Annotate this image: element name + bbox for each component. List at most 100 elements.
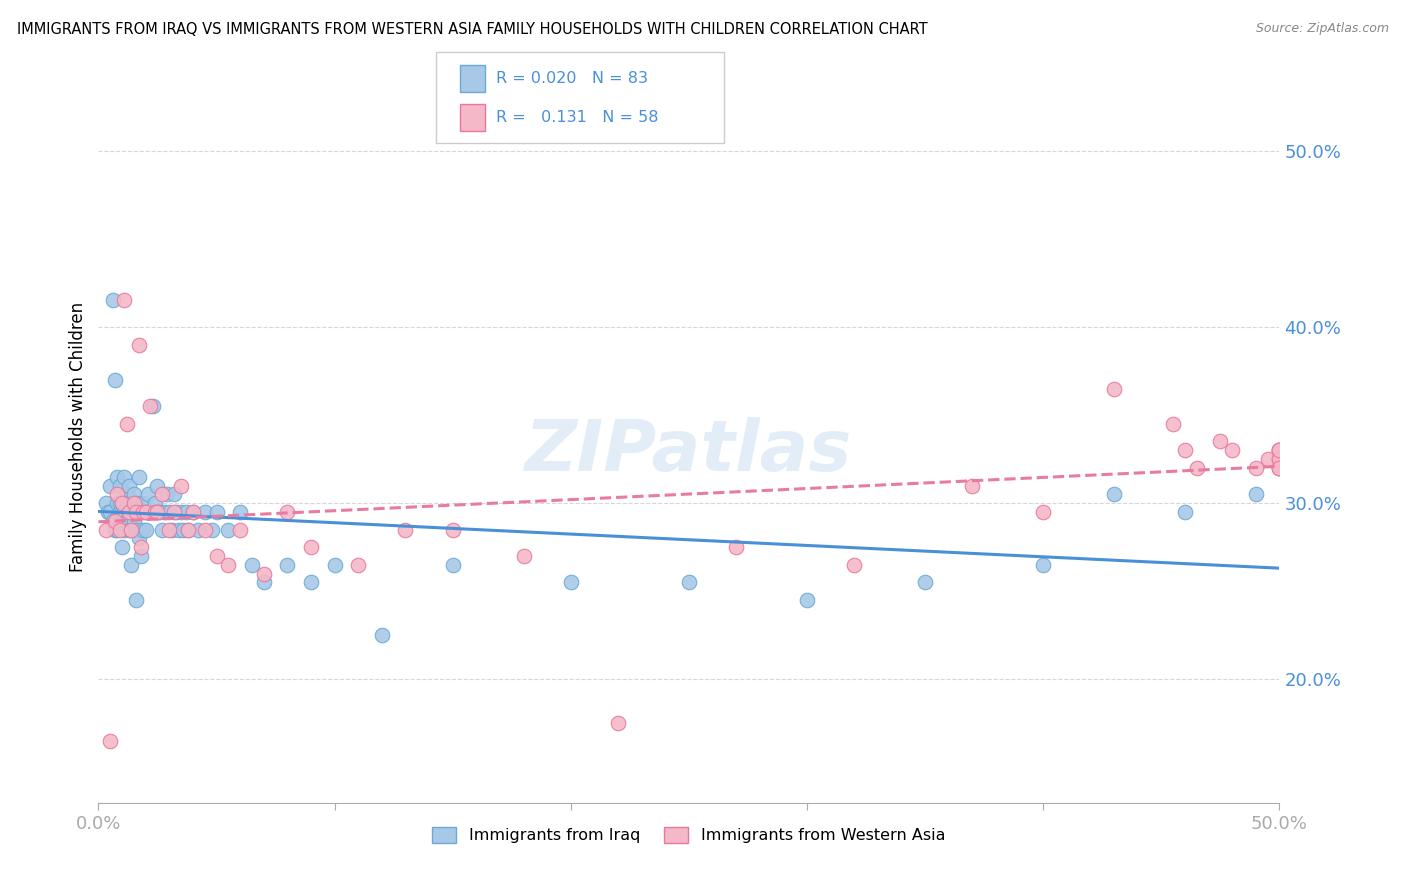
Point xyxy=(105,496,128,510)
Point xyxy=(163,505,186,519)
Point xyxy=(111,540,134,554)
Point xyxy=(1268,443,1291,458)
Point xyxy=(118,523,141,537)
Point xyxy=(150,523,173,537)
Point xyxy=(796,593,818,607)
Point xyxy=(1257,452,1279,467)
Point xyxy=(201,523,224,537)
Point xyxy=(105,523,128,537)
Point xyxy=(167,523,190,537)
Point xyxy=(229,505,252,519)
Point xyxy=(157,505,180,519)
Point xyxy=(1174,505,1197,519)
Point xyxy=(112,505,135,519)
Point xyxy=(181,505,204,519)
Point xyxy=(121,523,143,537)
Point xyxy=(1220,443,1243,458)
Point xyxy=(118,505,141,519)
Point xyxy=(194,523,217,537)
Point xyxy=(98,478,121,492)
Point xyxy=(170,505,193,519)
Point xyxy=(125,496,148,510)
Point xyxy=(136,487,159,501)
Point xyxy=(135,505,157,519)
Point xyxy=(128,532,150,546)
Point xyxy=(371,628,394,642)
Point xyxy=(129,505,152,519)
Point xyxy=(1268,443,1291,458)
Text: Source: ZipAtlas.com: Source: ZipAtlas.com xyxy=(1256,22,1389,36)
Point xyxy=(165,505,187,519)
Point xyxy=(122,514,145,528)
Point xyxy=(146,505,169,519)
Point xyxy=(156,487,179,501)
Point xyxy=(111,496,134,510)
Point xyxy=(1032,505,1054,519)
Point xyxy=(125,593,148,607)
Point xyxy=(146,478,169,492)
Point xyxy=(121,558,143,572)
Point xyxy=(98,734,121,748)
Text: ZIPatlas: ZIPatlas xyxy=(526,417,852,486)
Text: R =   0.131   N = 58: R = 0.131 N = 58 xyxy=(496,111,659,125)
Point xyxy=(217,558,239,572)
Point xyxy=(104,523,127,537)
Point xyxy=(108,496,131,510)
Point xyxy=(94,523,117,537)
Point xyxy=(101,293,124,308)
Point xyxy=(125,523,148,537)
Point xyxy=(115,487,138,501)
Point xyxy=(98,505,121,519)
Point xyxy=(111,496,134,510)
Point xyxy=(115,417,138,431)
Point xyxy=(108,478,131,492)
Point xyxy=(512,549,534,563)
Point xyxy=(163,487,186,501)
Point xyxy=(1185,461,1208,475)
Point xyxy=(1268,443,1291,458)
Point xyxy=(108,523,131,537)
Point xyxy=(122,505,145,519)
Point xyxy=(129,540,152,554)
Point xyxy=(142,399,165,413)
Point xyxy=(1161,417,1184,431)
Point xyxy=(132,505,155,519)
Point xyxy=(111,505,134,519)
Y-axis label: Family Households with Children: Family Households with Children xyxy=(69,302,87,572)
Point xyxy=(135,523,157,537)
Point xyxy=(157,523,180,537)
Point xyxy=(174,505,197,519)
Point xyxy=(1268,461,1291,475)
Point xyxy=(1102,487,1125,501)
Point xyxy=(253,575,276,590)
Point xyxy=(143,505,166,519)
Point xyxy=(347,558,370,572)
Point xyxy=(276,505,298,519)
Point xyxy=(678,575,700,590)
Point xyxy=(1268,461,1291,475)
Point xyxy=(150,487,173,501)
Point xyxy=(205,549,228,563)
Point xyxy=(187,523,209,537)
Point xyxy=(560,575,582,590)
Point xyxy=(1102,382,1125,396)
Point xyxy=(172,523,194,537)
Point xyxy=(441,558,464,572)
Point xyxy=(146,505,169,519)
Point xyxy=(323,558,346,572)
Text: R = 0.020   N = 83: R = 0.020 N = 83 xyxy=(496,71,648,86)
Point xyxy=(607,716,630,731)
Point xyxy=(1209,434,1232,449)
Point xyxy=(121,505,143,519)
Point xyxy=(240,558,263,572)
Point xyxy=(1174,443,1197,458)
Point xyxy=(118,505,141,519)
Point xyxy=(205,505,228,519)
Point xyxy=(1268,461,1291,475)
Point xyxy=(105,487,128,501)
Point xyxy=(725,540,748,554)
Point xyxy=(177,523,200,537)
Point xyxy=(112,523,135,537)
Point xyxy=(101,514,124,528)
Point xyxy=(97,505,120,519)
